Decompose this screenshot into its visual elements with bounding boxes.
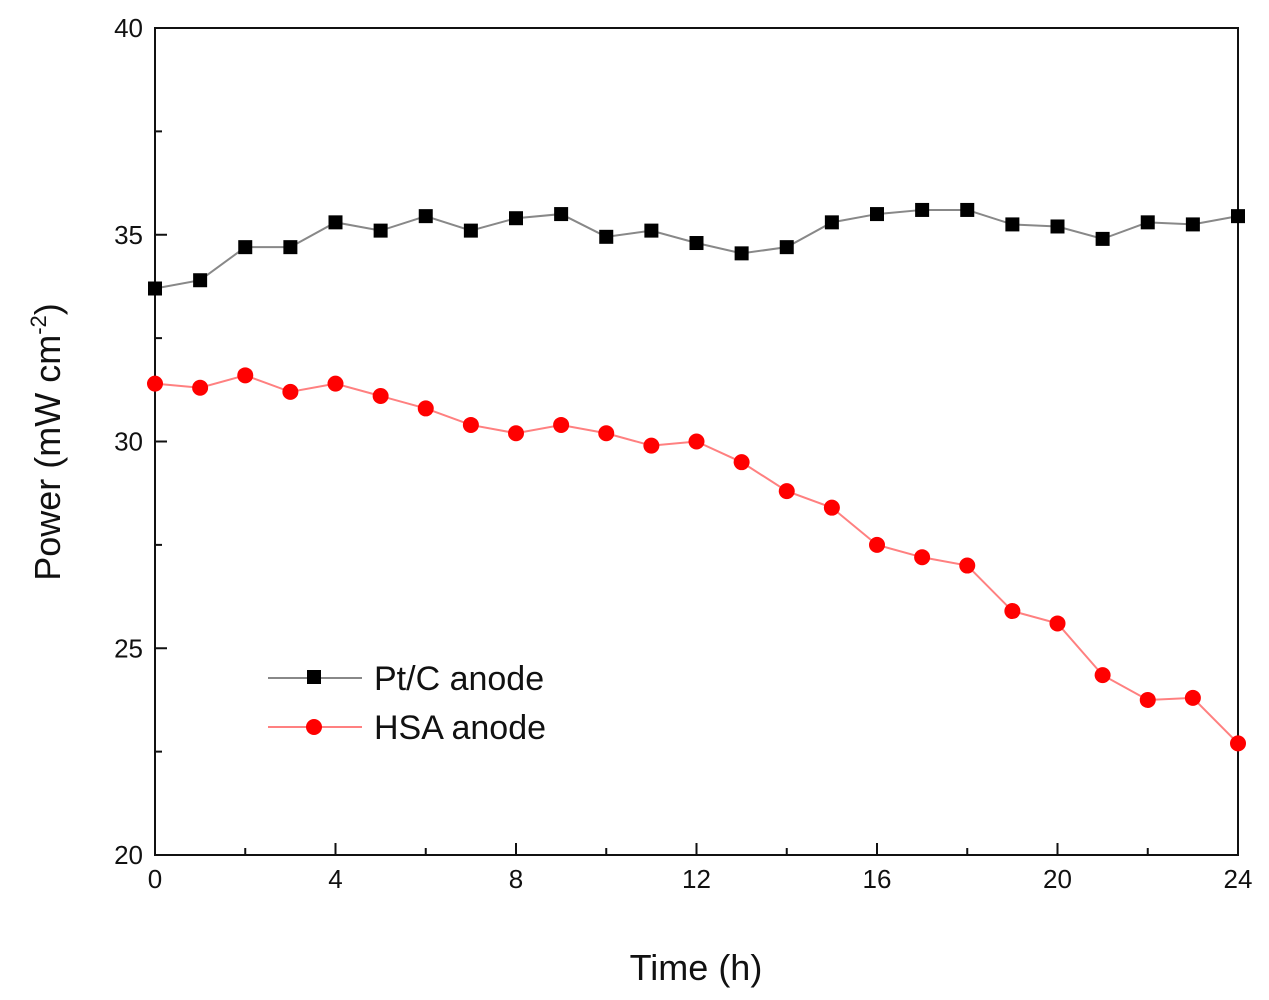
- x-tick-label: 4: [328, 864, 342, 894]
- data-point-ptc: [779, 240, 794, 255]
- y-axis: 20 25 30 35 40: [114, 13, 167, 870]
- data-point-ptc: [1005, 217, 1020, 232]
- data-point-ptc: [418, 209, 433, 224]
- legend-marker-hsa: [306, 719, 322, 735]
- data-point-ptc: [960, 202, 975, 217]
- x-tick-label: 12: [682, 864, 711, 894]
- y-tick-label: 40: [114, 13, 143, 43]
- data-point-ptc: [283, 240, 298, 255]
- data-point-hsa: [462, 416, 479, 433]
- x-tick-label: 20: [1043, 864, 1072, 894]
- x-tick-label: 0: [148, 864, 162, 894]
- x-tick-label: 24: [1224, 864, 1253, 894]
- series-layer: [147, 202, 1246, 752]
- data-point-ptc: [1140, 215, 1155, 230]
- y-axis-title-main: Power (mW cm: [27, 335, 68, 581]
- y-tick-label: 20: [114, 840, 143, 870]
- data-point-hsa: [914, 549, 931, 566]
- y-tick-label: 30: [114, 427, 143, 457]
- data-point-ptc: [644, 223, 659, 238]
- data-point-hsa: [733, 454, 750, 471]
- x-tick-label: 8: [509, 864, 523, 894]
- legend-label-ptc: Pt/C anode: [374, 660, 544, 698]
- y-tick-label: 25: [114, 633, 143, 663]
- data-point-ptc: [915, 202, 930, 217]
- data-point-ptc: [148, 281, 162, 296]
- data-point-hsa: [959, 557, 976, 574]
- data-point-hsa: [688, 433, 705, 450]
- x-tick-label: 16: [863, 864, 892, 894]
- data-point-ptc: [193, 273, 208, 288]
- data-point-ptc: [373, 223, 388, 238]
- data-point-hsa: [1139, 691, 1156, 708]
- y-axis-title-superscript: -2: [26, 315, 51, 335]
- data-point-hsa: [823, 499, 840, 516]
- data-point-hsa: [1184, 689, 1201, 706]
- y-tick-label: 35: [114, 220, 143, 250]
- data-point-hsa: [508, 425, 524, 442]
- data-point-hsa: [372, 388, 389, 405]
- legend: Pt/C anode HSA anode: [268, 660, 546, 747]
- data-point-hsa: [598, 425, 615, 442]
- data-point-ptc: [689, 236, 704, 251]
- data-point-hsa: [327, 375, 344, 392]
- data-point-ptc: [238, 240, 253, 255]
- data-point-hsa: [147, 375, 163, 392]
- data-point-hsa: [1094, 667, 1111, 684]
- legend-marker-ptc: [307, 670, 321, 684]
- data-point-hsa: [192, 379, 209, 396]
- data-point-hsa: [282, 383, 299, 400]
- data-point-hsa: [237, 367, 254, 384]
- legend-label-hsa: HSA anode: [374, 709, 546, 747]
- x-axis: 0 4 8 12 16 20 24: [148, 843, 1253, 894]
- data-point-hsa: [1049, 615, 1066, 632]
- data-point-ptc: [554, 207, 569, 222]
- data-point-ptc: [870, 207, 884, 222]
- data-point-hsa: [1230, 735, 1246, 752]
- data-point-ptc: [599, 229, 614, 244]
- data-point-ptc: [1050, 219, 1065, 234]
- data-point-ptc: [328, 215, 343, 230]
- data-point-ptc: [734, 246, 749, 261]
- data-point-hsa: [778, 483, 795, 500]
- x-axis-title: Time (h): [630, 947, 763, 988]
- data-point-ptc: [1185, 217, 1200, 232]
- y-axis-title: Power (mW cm-2): [26, 303, 68, 581]
- data-point-ptc: [509, 211, 523, 226]
- data-point-hsa: [553, 416, 570, 433]
- data-point-hsa: [869, 536, 885, 553]
- data-point-ptc: [1095, 231, 1110, 246]
- data-point-hsa: [1004, 603, 1021, 620]
- data-point-hsa: [643, 437, 660, 454]
- data-point-ptc: [1231, 209, 1245, 224]
- y-axis-title-close: ): [27, 303, 68, 315]
- series-line-hsa: [154, 374, 1239, 745]
- data-point-ptc: [824, 215, 839, 230]
- data-point-ptc: [463, 223, 478, 238]
- data-point-hsa: [417, 400, 434, 417]
